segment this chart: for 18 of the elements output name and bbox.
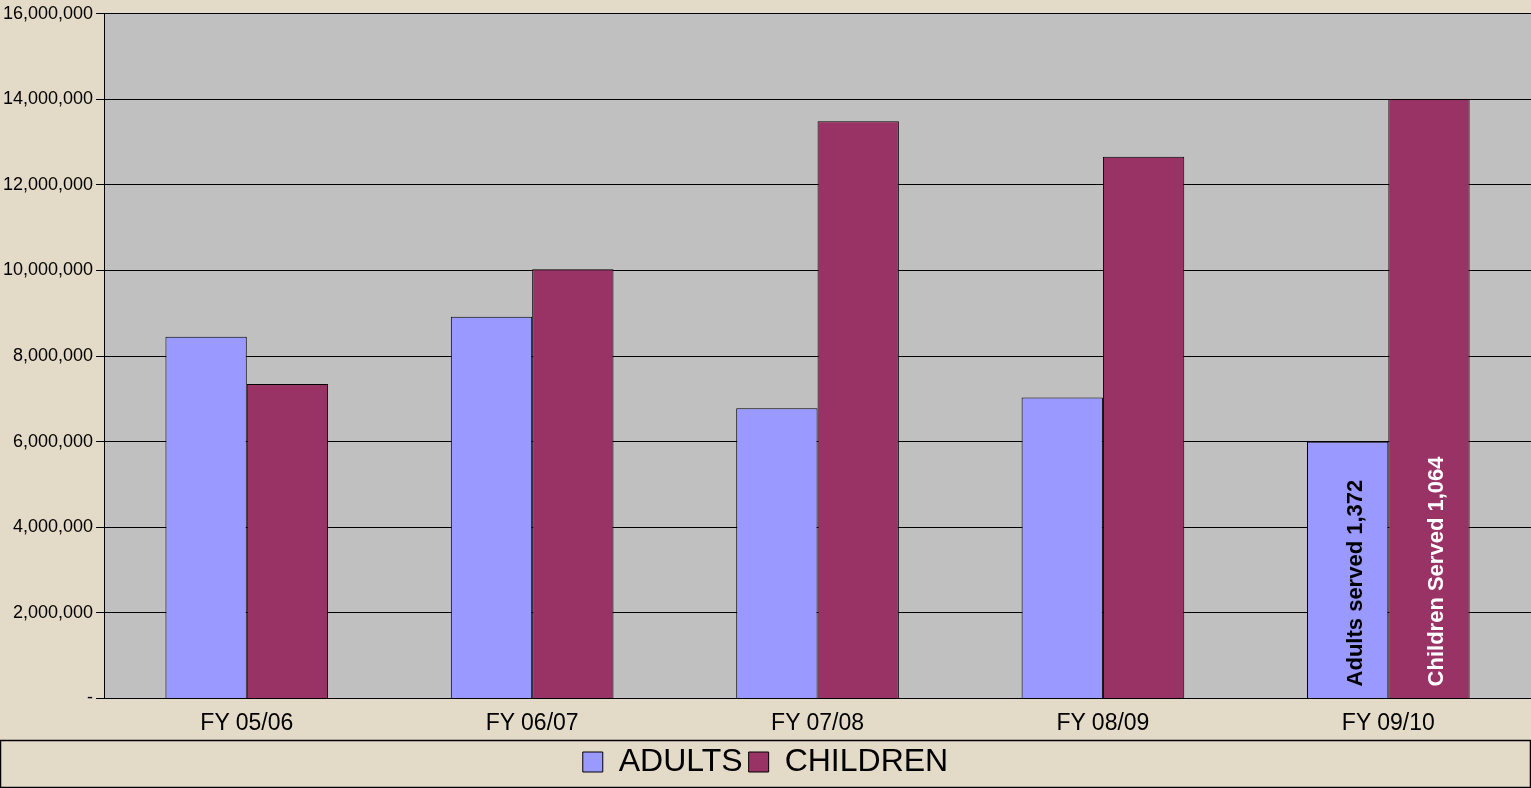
- y-tick-label: 10,000,000: [2, 259, 94, 280]
- legend-label: ADULTS: [618, 741, 743, 778]
- y-tick-label: -: [87, 687, 94, 708]
- y-tick-label: 14,000,000: [2, 88, 94, 109]
- y-tick-label: 16,000,000: [2, 2, 94, 23]
- y-tick-label: 4,000,000: [13, 516, 94, 537]
- annotation: Adults served 1,372: [1341, 479, 1367, 687]
- x-tick-label: FY 07/08: [771, 708, 864, 735]
- x-tick-label: FY 08/09: [1056, 708, 1150, 735]
- x-tick-label: FY 06/07: [485, 708, 579, 735]
- legend-label: CHILDREN: [784, 741, 949, 778]
- y-tick-label: 6,000,000: [13, 430, 94, 451]
- y-tick-label: 8,000,000: [13, 345, 94, 366]
- x-tick-label: FY 05/06: [200, 708, 294, 735]
- annotation: Children Served 1,064: [1423, 455, 1449, 687]
- y-tick-label: 2,000,000: [13, 601, 94, 622]
- y-tick-label: 12,000,000: [2, 173, 94, 194]
- x-tick-label: FY 09/10: [1341, 708, 1435, 735]
